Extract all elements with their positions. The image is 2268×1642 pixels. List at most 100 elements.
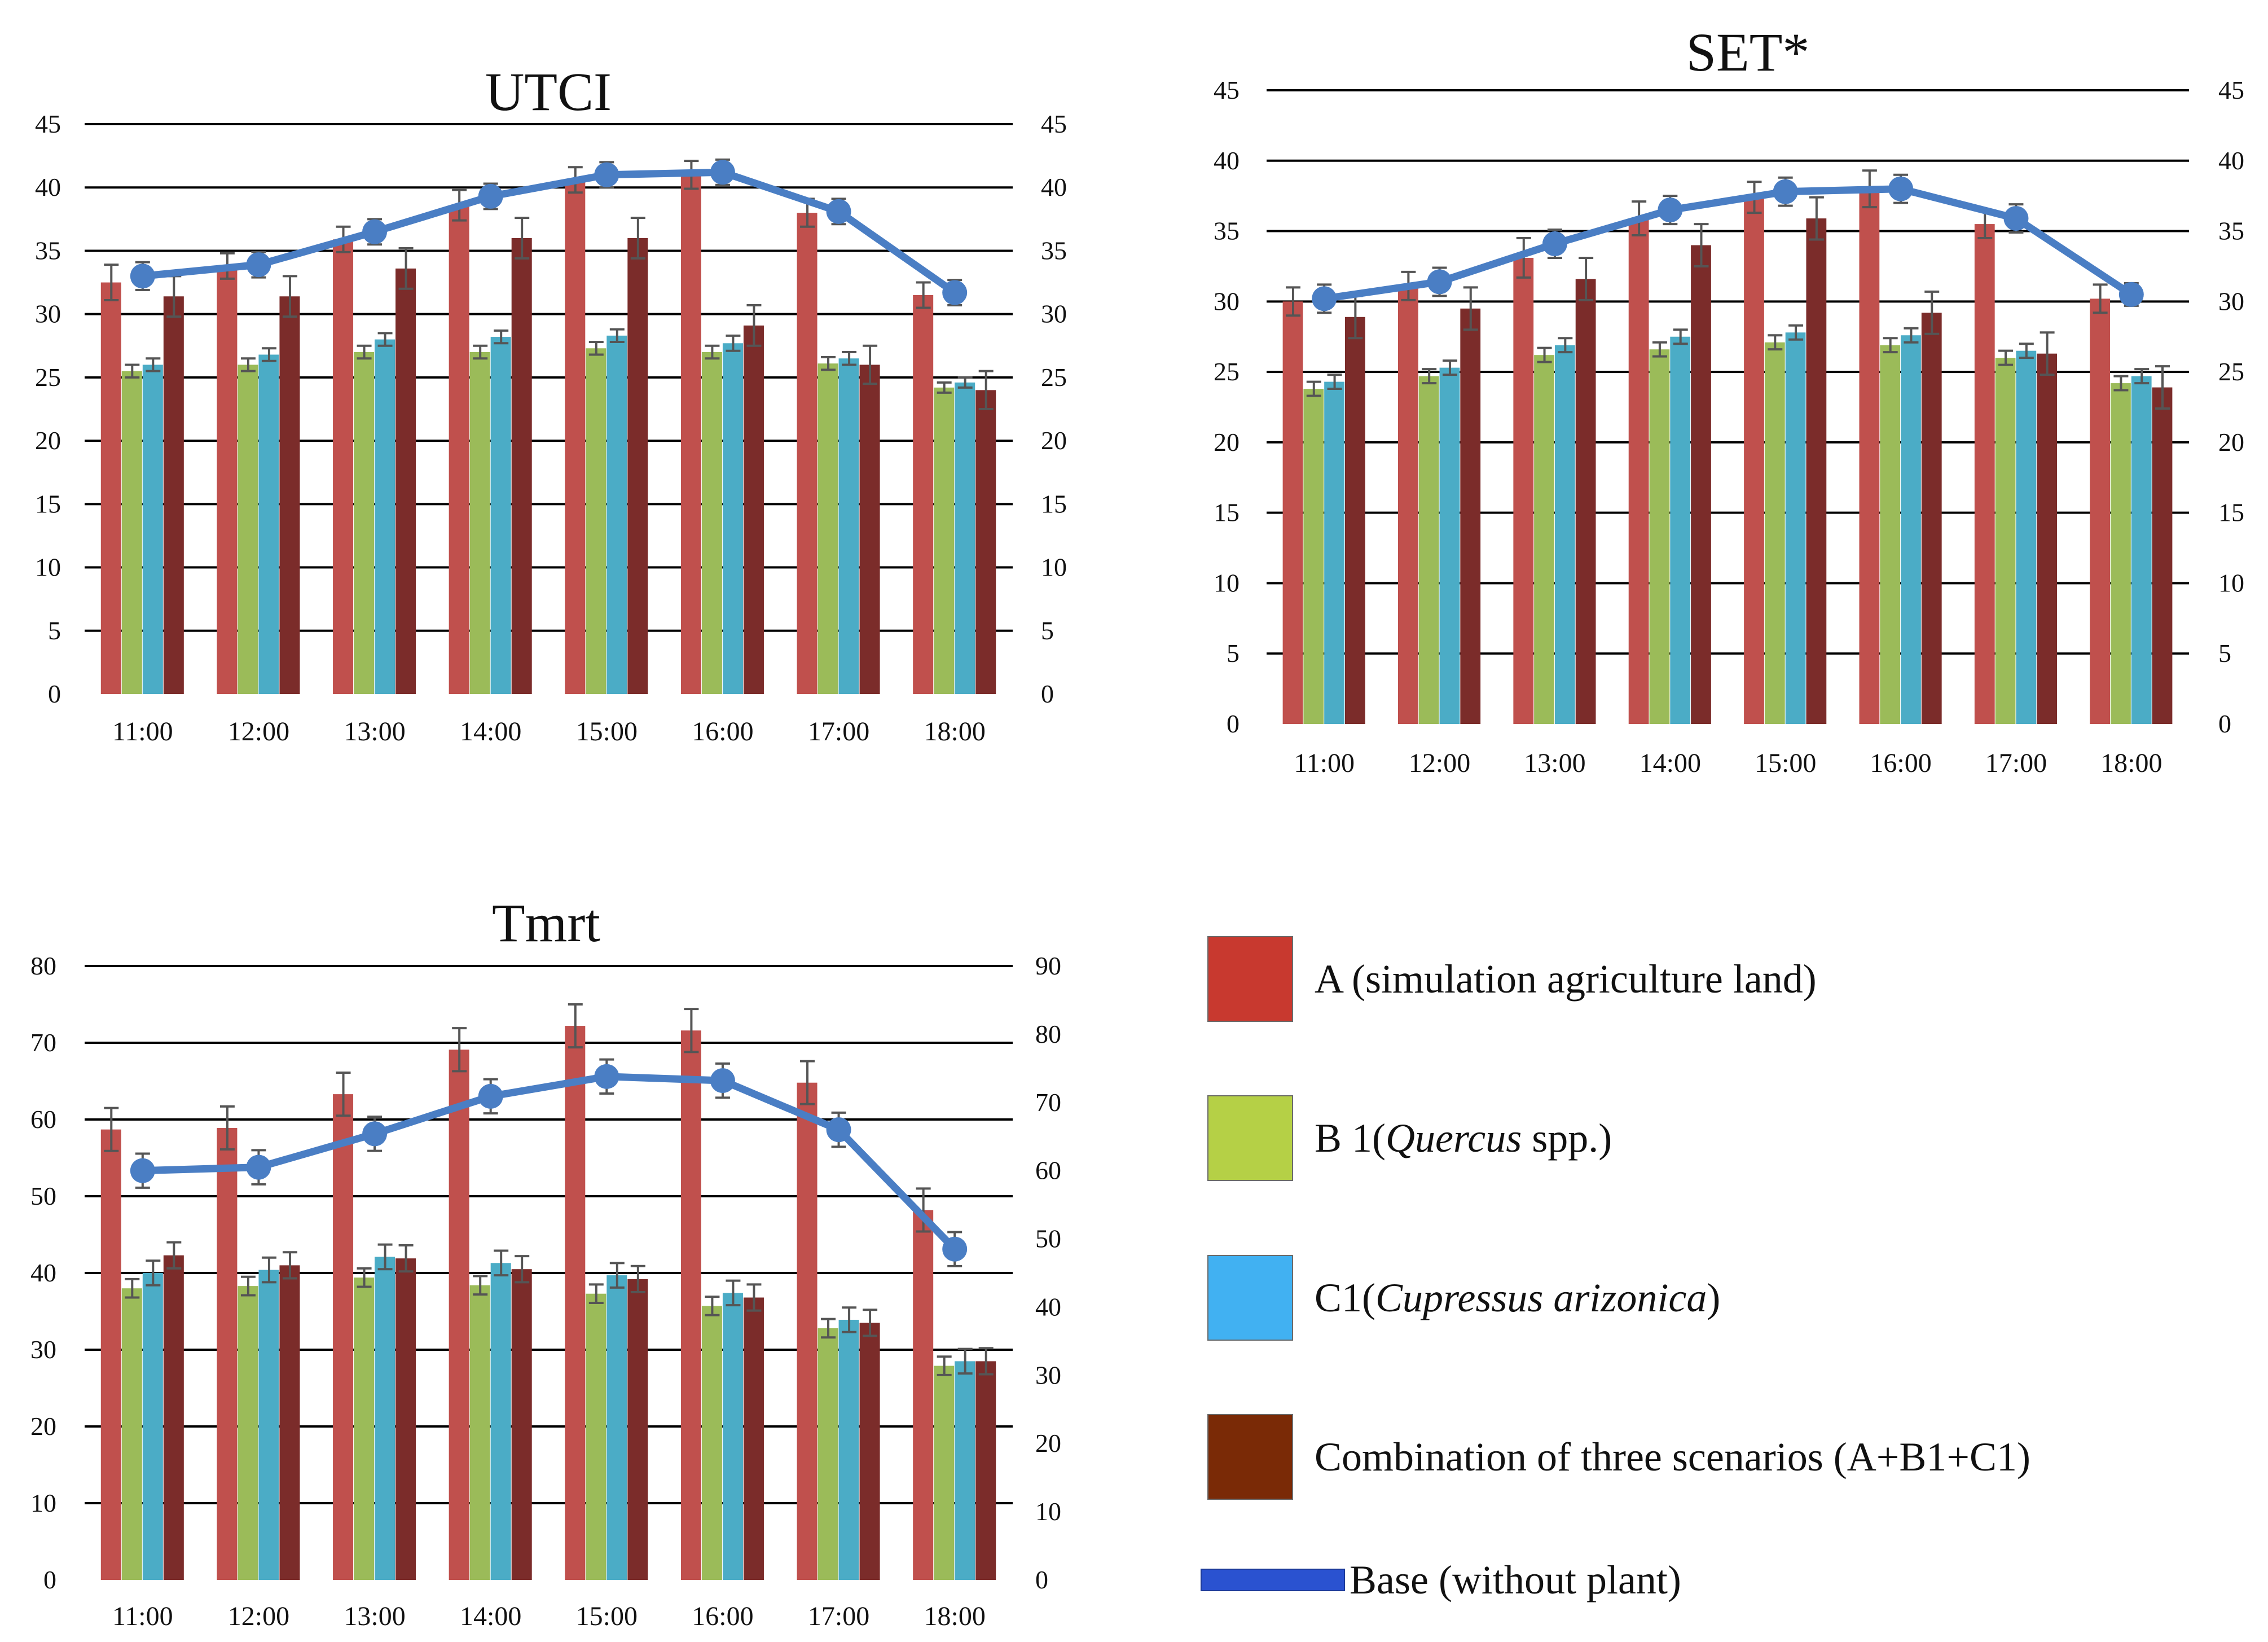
legend-item-a: A (simulation agriculture land)	[1207, 934, 1817, 1024]
set-point-base	[1888, 176, 1914, 201]
utci-bar-C1	[142, 365, 163, 694]
utci-bar-C1	[722, 343, 743, 694]
utci-x-tick: 14:00	[460, 717, 521, 747]
utci-x-tick: 15:00	[576, 717, 638, 747]
set-y-tick-left: 25	[1214, 357, 1240, 386]
tmrt-y-tick-left: 30	[30, 1335, 56, 1364]
utci-bar-B1	[701, 352, 722, 694]
utci-y-tick-left: 10	[35, 553, 61, 582]
utci-bar-A	[100, 282, 121, 694]
set-y-tick-right: 40	[2218, 146, 2244, 175]
tmrt-y-tick-left: 40	[30, 1258, 56, 1287]
utci-y-tick-left: 0	[48, 679, 61, 708]
set-bar-B1	[1764, 342, 1785, 724]
tmrt-bar-B1	[469, 1285, 490, 1580]
utci-x-tick: 16:00	[692, 717, 753, 747]
set-bar-A	[1282, 301, 1303, 724]
set-bar-comb	[1691, 245, 1711, 724]
set-chart: SET* 0 5 10 15 20 25 30 35 40 45 0 5 10 15 20 25 30 35 40 45…	[1214, 22, 2244, 778]
set-bar-C1	[1901, 335, 1921, 724]
set-y-tick-right: 30	[2218, 287, 2244, 315]
set-y-tick-right: 35	[2218, 217, 2244, 245]
tmrt-title: Tmrt	[492, 893, 600, 953]
utci-bar-comb	[975, 390, 996, 694]
tmrt-bar-A	[797, 1082, 817, 1580]
utci-y-tick-right: 15	[1041, 489, 1067, 518]
tmrt-y-tick-left: 0	[43, 1565, 56, 1594]
set-point-base	[2003, 206, 2029, 231]
tmrt-y-tick-right: 0	[1035, 1565, 1048, 1594]
legend-swatch-combination	[1207, 1414, 1293, 1500]
set-bar-A	[1859, 188, 1880, 724]
tmrt-bar-A	[333, 1094, 354, 1580]
set-bar-comb	[1344, 317, 1365, 724]
legend-label-b1-suffix: spp.)	[1522, 1115, 1612, 1161]
utci-y-tick-right: 10	[1041, 553, 1067, 582]
utci-y-tick-right: 25	[1041, 363, 1067, 392]
utci-bar-comb	[163, 296, 184, 694]
utci-bar-C1	[955, 382, 975, 694]
utci-point-base	[710, 160, 735, 185]
utci-bar-A	[333, 239, 354, 694]
utci-bar-comb	[743, 325, 764, 694]
utci-bar-C1	[490, 337, 511, 694]
tmrt-y-tick-right: 20	[1035, 1429, 1061, 1457]
tmrt-bar-comb	[511, 1269, 532, 1580]
set-y-tick-right: 0	[2218, 709, 2231, 738]
set-x-tick: 13:00	[1524, 748, 1585, 778]
tmrt-point-base	[362, 1121, 388, 1147]
set-y-tick-right: 45	[2218, 76, 2244, 104]
utci-x-tick: 18:00	[924, 717, 986, 747]
utci-y-tick-left: 5	[48, 616, 61, 645]
tmrt-y-tick-right: 60	[1035, 1156, 1061, 1185]
utci-bar-A	[449, 205, 469, 695]
utci-bar-A	[913, 295, 934, 694]
set-x-tick: 15:00	[1755, 748, 1816, 778]
tmrt-x-tick: 16:00	[692, 1601, 753, 1631]
utci-series-line-base	[139, 168, 959, 297]
set-bar-C1	[1324, 381, 1344, 724]
set-bar-comb	[1460, 308, 1481, 724]
tmrt-y-tick-right: 40	[1035, 1292, 1061, 1321]
tmrt-y-tick-left: 60	[30, 1105, 56, 1134]
tmrt-bar-C1	[838, 1319, 859, 1580]
set-bar-A	[1513, 257, 1534, 725]
tmrt-y-tick-left: 20	[30, 1412, 56, 1441]
utci-bar-comb	[627, 238, 648, 694]
utci-y-tick-left: 25	[35, 363, 61, 392]
utci-x-tick: 13:00	[344, 717, 405, 747]
set-bar-A	[2090, 298, 2111, 724]
set-bar-B1	[1534, 355, 1554, 724]
tmrt-bar-A	[680, 1030, 701, 1580]
utci-y-tick-right: 35	[1041, 236, 1067, 265]
tmrt-bar-B1	[121, 1288, 142, 1580]
utci-y-tick-left: 30	[35, 300, 61, 328]
set-bar-B1	[1649, 349, 1670, 724]
legend-swatch-base	[1201, 1569, 1345, 1591]
utci-point-base	[362, 219, 388, 244]
tmrt-bar-comb	[859, 1323, 880, 1580]
utci-y-tick-left: 20	[35, 426, 61, 455]
utci-bar-comb	[511, 238, 532, 694]
tmrt-bar-A	[217, 1127, 238, 1580]
legend-swatch-b1	[1207, 1095, 1293, 1181]
tmrt-chart: Tmrt 0 10 20 30 40 50 60 70 80 0 10 20 30 40 50 60 70 80 90…	[30, 893, 1061, 1631]
set-y-tick-left: 20	[1214, 428, 1240, 456]
utci-bar-B1	[934, 387, 955, 694]
utci-y-tick-right: 5	[1041, 616, 1054, 645]
tmrt-y-tick-right: 90	[1035, 951, 1061, 980]
utci-bar-comb	[279, 296, 300, 694]
utci-x-tick: 17:00	[808, 717, 869, 747]
legend: A (simulation agriculture land) B 1(Quer…	[1207, 925, 2251, 1619]
tmrt-point-base	[246, 1154, 271, 1180]
tmrt-bar-comb	[279, 1265, 300, 1580]
set-y-tick-right: 20	[2218, 428, 2244, 456]
set-x-tick: 17:00	[1985, 748, 2047, 778]
set-x-tick: 16:00	[1870, 748, 1931, 778]
tmrt-bar-comb	[975, 1361, 996, 1580]
set-y-tick-right: 15	[2218, 498, 2244, 527]
set-bar-C1	[1670, 336, 1691, 724]
utci-bar-C1	[838, 358, 859, 694]
set-bar-comb	[1806, 218, 1827, 724]
tmrt-y-tick-left: 10	[30, 1489, 56, 1517]
